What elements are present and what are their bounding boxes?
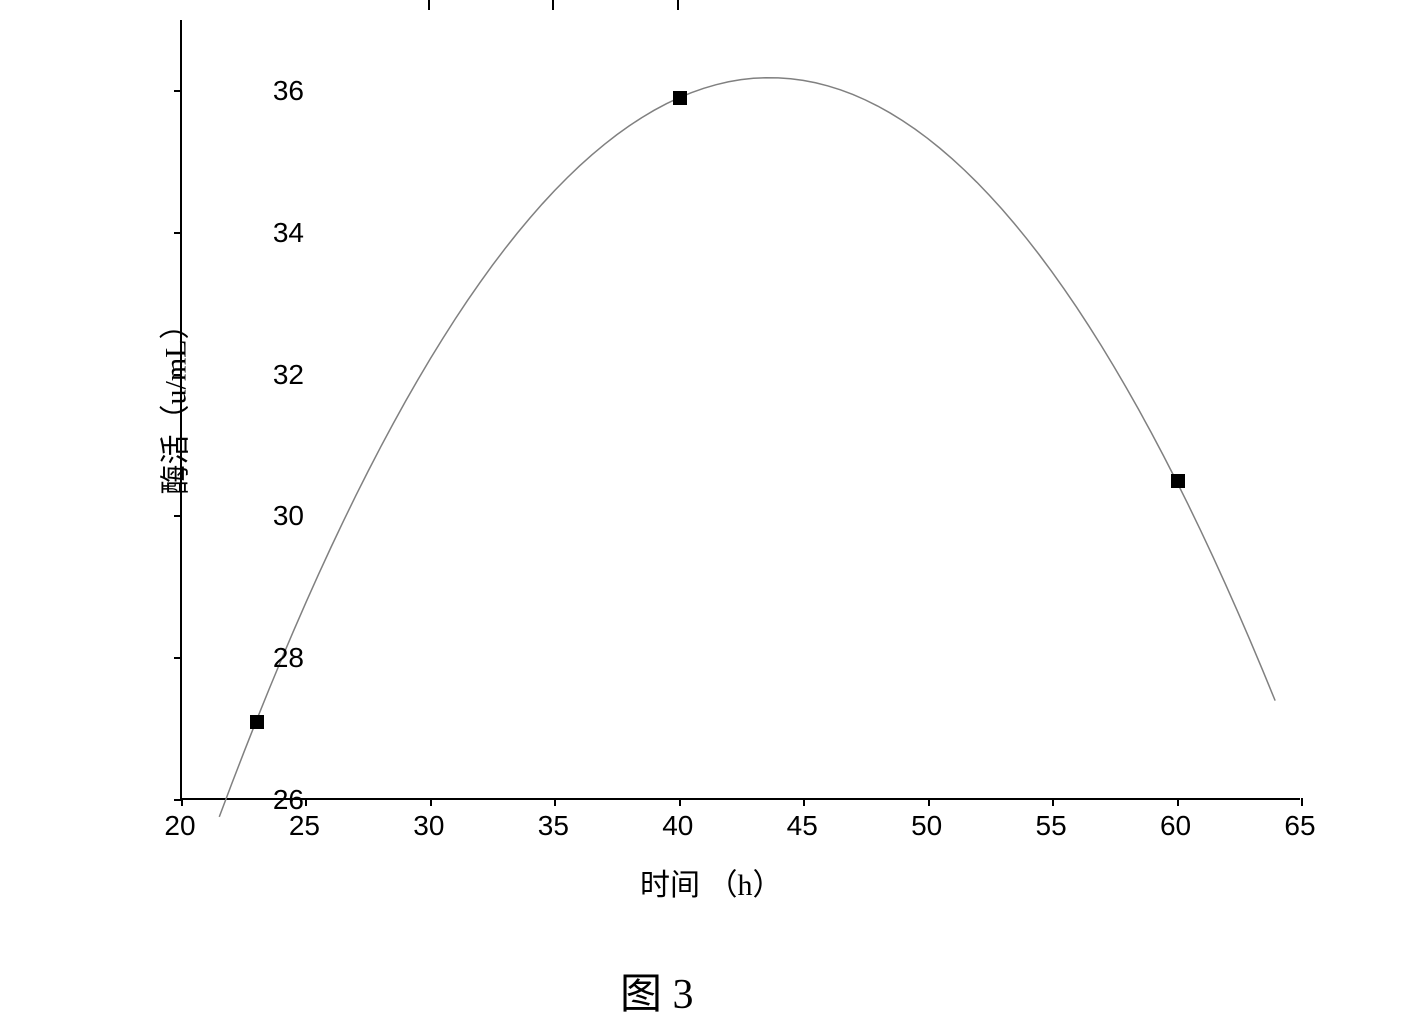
y-tick <box>174 232 182 234</box>
figure-caption: 图 3 <box>620 960 694 1021</box>
x-tick-label: 25 <box>289 810 320 842</box>
x-tick <box>928 798 930 806</box>
x-tick-label: 55 <box>1036 810 1067 842</box>
data-marker <box>1171 474 1185 488</box>
x-tick-label: 65 <box>1284 810 1315 842</box>
top-tick <box>428 0 430 10</box>
x-tick <box>305 798 307 806</box>
y-tick-label: 36 <box>273 75 304 107</box>
y-tick <box>174 657 182 659</box>
x-tick-label: 35 <box>538 810 569 842</box>
y-tick-label: 34 <box>273 217 304 249</box>
x-tick <box>430 798 432 806</box>
x-tick-label: 60 <box>1160 810 1191 842</box>
x-tick-label: 50 <box>911 810 942 842</box>
y-tick-label: 30 <box>273 500 304 532</box>
x-axis-label: 时间 （h） <box>640 860 783 904</box>
x-tick <box>554 798 556 806</box>
y-tick-label: 28 <box>273 642 304 674</box>
data-marker <box>250 715 264 729</box>
top-tick <box>677 0 679 10</box>
x-tick-label: 40 <box>662 810 693 842</box>
x-tick-label: 30 <box>413 810 444 842</box>
x-tick <box>1301 798 1303 806</box>
x-tick-label: 45 <box>787 810 818 842</box>
chart-container: 酶活（u/mL） 时间 （h） 262830323436202530354045… <box>100 0 1360 900</box>
data-marker <box>673 91 687 105</box>
top-tick-marks <box>180 0 1300 20</box>
x-tick <box>803 798 805 806</box>
x-tick-label: 20 <box>164 810 195 842</box>
fitted-curve <box>182 20 1300 798</box>
x-tick <box>1052 798 1054 806</box>
y-axis-label: 酶活（u/mL） <box>151 310 195 495</box>
y-tick <box>174 515 182 517</box>
x-tick <box>181 798 183 806</box>
y-tick-label: 32 <box>273 359 304 391</box>
x-tick <box>1177 798 1179 806</box>
top-tick <box>552 0 554 10</box>
x-tick <box>679 798 681 806</box>
y-tick <box>174 90 182 92</box>
plot-area <box>180 20 1300 800</box>
